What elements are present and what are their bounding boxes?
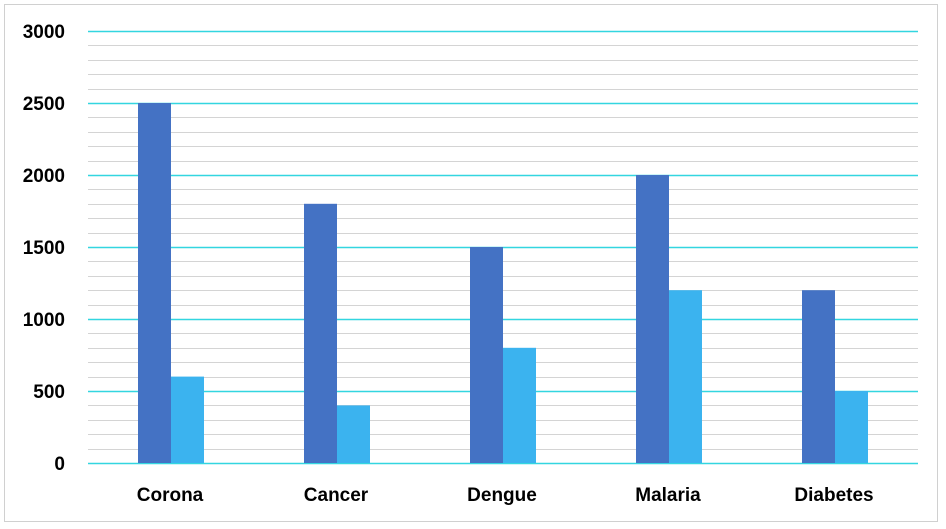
bars <box>138 103 868 464</box>
bar-series-2-cancer <box>337 405 370 463</box>
bar-series-1-dengue <box>470 247 503 463</box>
y-tick-label: 1000 <box>23 310 65 331</box>
bar-series-1-corona <box>138 103 171 463</box>
y-tick-label: 3000 <box>23 22 65 43</box>
bar-series-1-cancer <box>304 203 337 464</box>
x-category-label: Diabetes <box>794 485 873 506</box>
bar-series-1-malaria <box>636 175 669 463</box>
bar-series-2-diabetes <box>835 391 868 463</box>
y-axis-tick-labels: 0 500 1000 1500 2000 2500 3000 <box>23 22 65 475</box>
bar-series-2-malaria <box>669 290 702 463</box>
x-category-label: Corona <box>137 485 204 506</box>
y-tick-label: 2000 <box>23 166 65 187</box>
x-category-label: Dengue <box>467 485 537 506</box>
y-tick-label: 0 <box>54 454 65 475</box>
y-tick-label: 500 <box>33 382 65 403</box>
x-axis-category-labels: Corona Cancer Dengue Malaria Diabetes <box>137 485 874 506</box>
x-category-label: Malaria <box>635 485 701 506</box>
y-tick-label: 2500 <box>23 94 65 115</box>
x-category-label: Cancer <box>304 485 369 506</box>
bar-series-2-dengue <box>503 347 536 463</box>
bar-series-2-corona <box>171 376 204 463</box>
y-tick-label: 1500 <box>23 238 65 259</box>
bar-series-1-diabetes <box>802 290 835 463</box>
